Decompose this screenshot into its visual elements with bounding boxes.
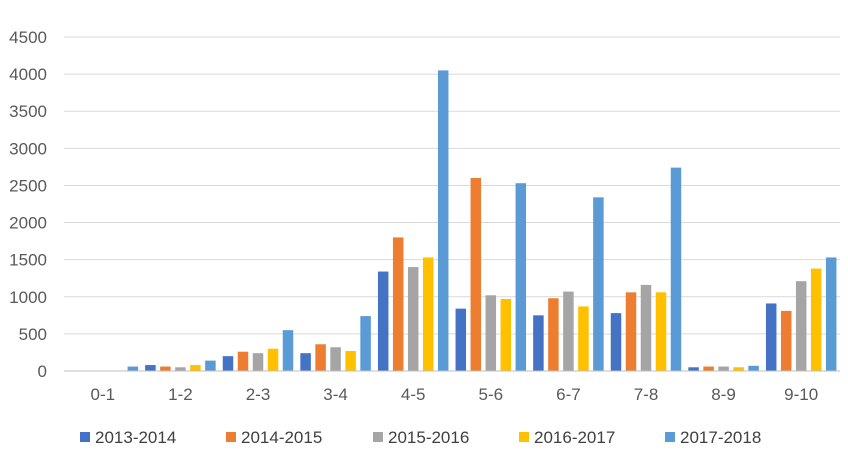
bar-2013-2014-5-6 xyxy=(455,308,467,371)
bar-2015-2016-6-7 xyxy=(563,291,574,371)
bar-2017-2018-0-1 xyxy=(127,366,139,371)
bar-2015-2016-7-8 xyxy=(640,284,652,371)
legend: 2013-2014 2014-2015 2015-2016 2016-2017 2017… xyxy=(80,428,761,447)
legend-swatch xyxy=(226,432,236,442)
legend-swatch xyxy=(665,432,675,442)
bar-2014-2015-9-10 xyxy=(780,310,792,371)
bar-2015-2016-8-9 xyxy=(718,366,729,371)
bar-2014-2015-2-3 xyxy=(237,351,249,371)
x-tick-label: 9-10 xyxy=(784,385,818,404)
bar-2014-2015-3-4 xyxy=(315,344,326,371)
bar-2014-2015-1-2 xyxy=(160,366,171,371)
y-tick-label: 4500 xyxy=(9,28,47,47)
bar-2017-2018-1-2 xyxy=(205,360,216,371)
bar-2016-2017-6-7 xyxy=(578,306,589,371)
bar-2016-2017-8-9 xyxy=(733,367,744,371)
x-tick-label: 1-2 xyxy=(168,385,193,404)
bar-2013-2014-4-5 xyxy=(377,271,389,371)
bar-2016-2017-3-4 xyxy=(345,350,356,371)
y-tick-label: 2000 xyxy=(9,214,47,233)
bar-2015-2016-4-5 xyxy=(407,267,419,371)
bar-2017-2018-8-9 xyxy=(748,365,759,371)
y-tick-label: 3000 xyxy=(9,139,47,158)
bar-2016-2017-2-3 xyxy=(267,348,279,371)
bar-2013-2014-1-2 xyxy=(145,365,156,371)
y-tick-label: 1500 xyxy=(9,251,47,270)
y-tick-label: 4000 xyxy=(9,65,47,84)
x-tick-label: 5-6 xyxy=(479,385,504,404)
bar-2017-2018-4-5 xyxy=(437,70,449,372)
bar-2013-2014-9-10 xyxy=(765,303,777,371)
y-tick-label: 2500 xyxy=(9,176,47,195)
bar-2015-2016-3-4 xyxy=(330,347,341,371)
bar-2016-2017-5-6 xyxy=(500,299,512,371)
bar-2017-2018-3-4 xyxy=(360,316,371,371)
bar-2015-2016-9-10 xyxy=(795,281,807,371)
bar-2013-2014-3-4 xyxy=(300,353,311,371)
bar-2017-2018-9-10 xyxy=(825,257,837,371)
gridlines xyxy=(64,36,840,335)
bar-2014-2015-8-9 xyxy=(703,366,714,371)
y-tick-label: 1000 xyxy=(9,288,47,307)
x-tick-label: 6-7 xyxy=(556,385,581,404)
bar-2014-2015-6-7 xyxy=(548,298,559,371)
x-tick-label: 2-3 xyxy=(246,385,271,404)
bar-2015-2016-5-6 xyxy=(485,295,497,371)
bar-2013-2014-8-9 xyxy=(688,367,699,371)
bar-2013-2014-6-7 xyxy=(533,315,544,371)
bar-2014-2015-7-8 xyxy=(625,292,637,371)
bar-2017-2018-6-7 xyxy=(593,197,604,371)
y-tick-label: 500 xyxy=(19,325,47,344)
bar-2014-2015-4-5 xyxy=(392,237,404,371)
x-tick-label: 4-5 xyxy=(401,385,426,404)
legend-label: 2014-2015 xyxy=(241,428,322,447)
legend-label: 2015-2016 xyxy=(388,428,469,447)
x-tick-label: 3-4 xyxy=(323,385,348,404)
legend-swatch xyxy=(373,432,383,442)
legend-swatch xyxy=(80,432,90,442)
bars xyxy=(127,70,837,372)
bar-2015-2016-2-3 xyxy=(252,353,264,371)
legend-label: 2017-2018 xyxy=(680,428,761,447)
bar-2017-2018-5-6 xyxy=(515,183,527,371)
bar-2017-2018-2-3 xyxy=(282,330,294,371)
legend-label: 2016-2017 xyxy=(534,428,615,447)
bar-2016-2017-4-5 xyxy=(422,257,434,371)
bar-2017-2018-7-8 xyxy=(670,167,682,371)
y-axis-ticks: 0 500 1000 1500 2000 2500 3000 3500 4000 4500 xyxy=(9,28,47,381)
legend-swatch xyxy=(519,432,529,442)
bar-2016-2017-7-8 xyxy=(655,292,667,371)
bar-2014-2015-5-6 xyxy=(470,178,482,371)
legend-label: 2013-2014 xyxy=(95,428,176,447)
x-tick-label: 0-1 xyxy=(91,385,116,404)
x-tick-label: 8-9 xyxy=(711,385,736,404)
bar-2016-2017-9-10 xyxy=(810,268,822,371)
bar-2015-2016-1-2 xyxy=(175,367,186,371)
bar-2013-2014-2-3 xyxy=(222,356,234,371)
bar-2013-2014-7-8 xyxy=(610,313,622,371)
y-tick-label: 3500 xyxy=(9,102,47,121)
y-tick-label: 0 xyxy=(38,362,47,381)
x-tick-label: 7-8 xyxy=(634,385,659,404)
x-axis-ticks: 0-1 1-2 2-3 3-4 4-5 5-6 6-7 7-8 8-9 9-10 xyxy=(91,385,819,404)
bar-2016-2017-1-2 xyxy=(190,365,201,371)
